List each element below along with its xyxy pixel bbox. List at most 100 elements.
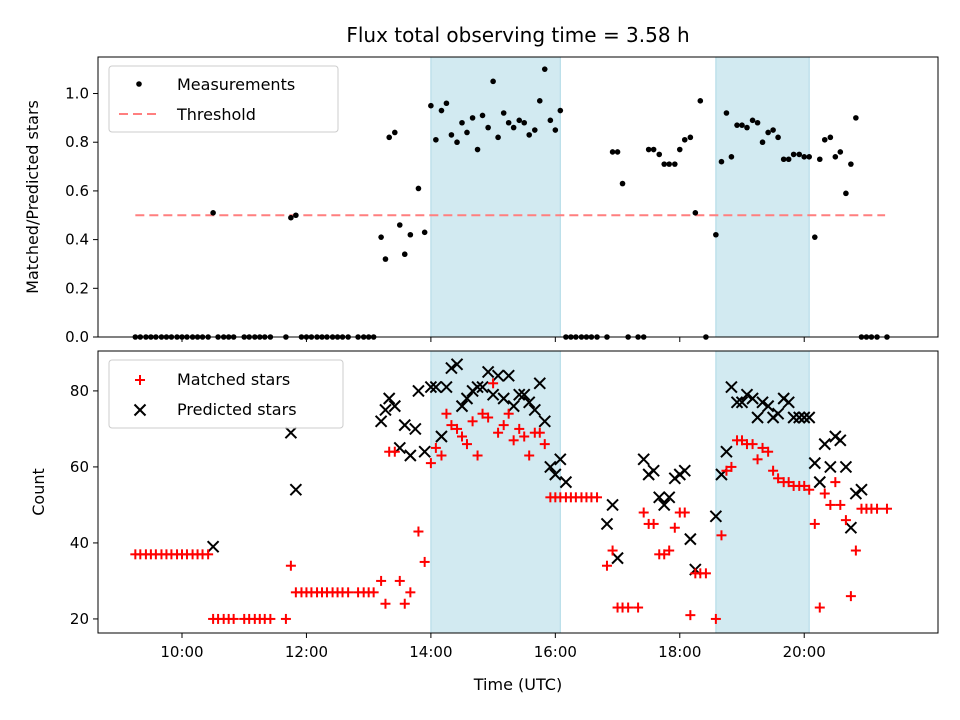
matched-star-point [809, 518, 820, 529]
matched-star-point [503, 408, 514, 419]
predicted-star-point [720, 445, 733, 458]
predicted-star-point [658, 498, 671, 512]
predicted-star-point [398, 418, 411, 432]
measurement-point [443, 100, 450, 107]
legend-threshold-label: Threshold [176, 105, 256, 124]
measurement-point [816, 156, 823, 163]
matched-star-point [405, 587, 416, 598]
measurement-point [848, 161, 854, 167]
bottom-ytick-label: 80 [70, 382, 89, 400]
measurement-point [609, 149, 616, 155]
measurement-point [428, 102, 434, 109]
measurement-point [656, 151, 663, 158]
top-ytick-label: 0.4 [65, 231, 89, 249]
measurement-point [821, 136, 828, 143]
matched-star-point [461, 439, 472, 450]
bottom-plot-frame [97, 350, 939, 634]
predicted-star-point [388, 399, 402, 413]
predicted-star-point [507, 399, 520, 413]
predicted-star-point [382, 392, 396, 405]
predicted-star-point [445, 361, 458, 375]
predicted-star-point [486, 388, 500, 401]
matched-star-point [716, 530, 727, 541]
matched-star-point [280, 613, 291, 624]
measurement-point [780, 156, 787, 163]
top-ytick-label: 0.2 [65, 279, 89, 297]
legend-matched-label: Matched stars [177, 370, 290, 389]
measurement-point [650, 146, 657, 153]
measurement-point [754, 119, 761, 126]
predicted-star-point [471, 380, 484, 394]
predicted-star-point [418, 445, 431, 458]
measurement-point [495, 134, 501, 141]
measurement-point [510, 124, 517, 131]
predicted-star-point [435, 430, 448, 443]
matched-star-point [425, 458, 436, 469]
matched-star-point [380, 598, 391, 609]
predicted-star-point [424, 380, 438, 394]
predicted-star-point [849, 487, 863, 500]
matched-star-point [757, 442, 768, 453]
measurement-point [210, 210, 216, 216]
predicted-star-point [662, 491, 676, 504]
measurement-point [687, 134, 694, 141]
top-legend: Measurements Threshold [108, 65, 339, 133]
predicted-star-point [476, 380, 489, 394]
matched-star-point [768, 465, 779, 476]
matched-star-point [265, 613, 276, 624]
highlight-band [430, 56, 561, 338]
predicted-star-point [684, 532, 697, 546]
matched-star-point [441, 408, 452, 419]
top-panel: 0.0 0.2 0.4 0.6 0.8 1.0 Matched/Predicted sta… [23, 56, 939, 346]
measurement-point [415, 185, 422, 192]
matched-star-point [669, 522, 680, 533]
matched-star-point [457, 431, 467, 442]
measurement-point [827, 134, 834, 141]
matched-star-point [840, 515, 851, 526]
measurement-points [132, 66, 890, 340]
matched-star-point [726, 461, 737, 472]
measurement-point [681, 136, 688, 143]
measurement-point [454, 139, 460, 146]
measurement-point [666, 161, 672, 167]
predicted-star-point [839, 460, 853, 474]
measurement-point [547, 117, 554, 124]
predicted-star-point [813, 475, 826, 489]
predicted-star-point [756, 396, 769, 409]
measurement-point [392, 129, 398, 136]
predicted-star-point [409, 422, 422, 436]
measurement-point [723, 110, 730, 116]
matched-star-point [592, 492, 603, 503]
predicted-star-point [637, 453, 650, 466]
matched-star-point [601, 560, 612, 571]
matched-star-point [638, 507, 649, 518]
predicted-star-point [751, 411, 764, 424]
bottom-y-axis: 20 40 60 80 [70, 382, 98, 628]
predicted-star-point [740, 388, 754, 401]
matched-star-point [467, 416, 478, 427]
measurement-point [728, 154, 735, 160]
matched-star-point [819, 488, 830, 499]
measurement-point [479, 112, 486, 119]
measurement-point [837, 149, 844, 155]
measurement-point [734, 122, 740, 128]
matched-star-point [872, 503, 883, 514]
matched-star-point [664, 545, 675, 556]
xtick-label: 20:00 [783, 643, 826, 661]
legend-predicted-marker [133, 403, 147, 417]
matched-star-point [399, 598, 410, 609]
matched-star-point [850, 545, 861, 556]
x-axis-label: Time (UTC) [473, 675, 562, 694]
bottom-ytick-label: 60 [70, 458, 89, 476]
matched-star-point [700, 568, 711, 579]
bottom-legend-box [108, 359, 344, 429]
predicted-star-point [502, 369, 515, 382]
top-ytick-label: 1.0 [65, 85, 89, 103]
matched-star-point [747, 439, 758, 450]
top-plot-frame [97, 56, 939, 338]
measurement-point [806, 154, 812, 160]
matched-star-point [343, 587, 354, 598]
predicted-star-point [450, 358, 464, 371]
matched-star-point [519, 431, 530, 442]
